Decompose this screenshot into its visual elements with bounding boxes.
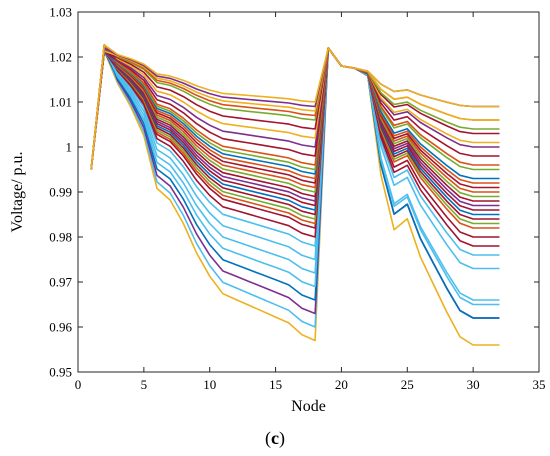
voltage-series-line bbox=[90, 44, 500, 170]
x-tick-label: 25 bbox=[401, 377, 414, 392]
voltage-series-line bbox=[90, 44, 500, 198]
y-tick-label: 0.96 bbox=[49, 320, 72, 335]
voltage-series-line bbox=[90, 47, 500, 238]
x-tick-label: 5 bbox=[141, 377, 148, 392]
voltage-series-line bbox=[90, 47, 500, 170]
y-tick-label: 1.01 bbox=[49, 95, 72, 110]
voltage-series-line bbox=[90, 47, 500, 171]
voltage-series-line bbox=[90, 44, 500, 184]
voltage-series-line bbox=[90, 44, 500, 170]
voltage-series-line bbox=[90, 44, 500, 301]
voltage-series-line bbox=[90, 47, 500, 170]
x-axis-title: Node bbox=[291, 398, 326, 415]
x-tick-label: 0 bbox=[75, 377, 82, 392]
y-tick-label: 0.99 bbox=[49, 185, 72, 200]
y-tick-label: 1.03 bbox=[49, 5, 72, 20]
voltage-series-line bbox=[90, 47, 500, 193]
voltage-series-line bbox=[90, 47, 500, 170]
voltage-series-line bbox=[90, 47, 500, 256]
caption-letter: c bbox=[271, 428, 279, 448]
voltage-series-line bbox=[90, 47, 500, 220]
y-tick-label: 0.97 bbox=[49, 275, 72, 290]
voltage-series-line bbox=[90, 47, 500, 319]
voltage-series-line bbox=[90, 44, 500, 225]
voltage-series-line bbox=[90, 47, 500, 270]
y-axis-title: Voltage/ p.u. bbox=[9, 151, 26, 232]
x-tick-label: 10 bbox=[203, 377, 216, 392]
voltage-series-line bbox=[90, 47, 500, 216]
y-tick-label: 1.02 bbox=[49, 50, 72, 65]
figure-caption: (c) bbox=[265, 428, 285, 449]
voltage-series-line bbox=[90, 47, 500, 180]
voltage-series-line bbox=[90, 47, 500, 189]
y-tick-label: 0.95 bbox=[49, 365, 72, 380]
x-tick-label: 35 bbox=[533, 377, 546, 392]
x-tick-label: 30 bbox=[467, 377, 480, 392]
x-tick-label: 15 bbox=[269, 377, 282, 392]
voltage-series-line bbox=[90, 47, 500, 306]
series-layer bbox=[90, 44, 500, 346]
voltage-series-line bbox=[90, 47, 500, 202]
caption-close-paren: ) bbox=[279, 428, 285, 449]
voltage-series-line bbox=[90, 47, 500, 170]
voltage-series-line bbox=[90, 47, 500, 170]
voltage-series-line bbox=[90, 44, 500, 211]
voltage-series-line bbox=[90, 47, 500, 207]
voltage-series-line bbox=[90, 44, 500, 170]
x-tick-label: 20 bbox=[335, 377, 348, 392]
caption-open-paren: ( bbox=[265, 428, 271, 449]
voltage-series-line bbox=[90, 44, 500, 247]
y-tick-label: 0.98 bbox=[49, 230, 72, 245]
voltage-series-line bbox=[90, 47, 500, 229]
tick-layer: 0 5 10 15 20 25 30 35 0.95 0.96 0.97 0.98 0.99 1 1.01 1… bbox=[49, 5, 545, 393]
y-tick-label: 1 bbox=[66, 140, 73, 155]
voltage-series-line bbox=[90, 47, 500, 346]
